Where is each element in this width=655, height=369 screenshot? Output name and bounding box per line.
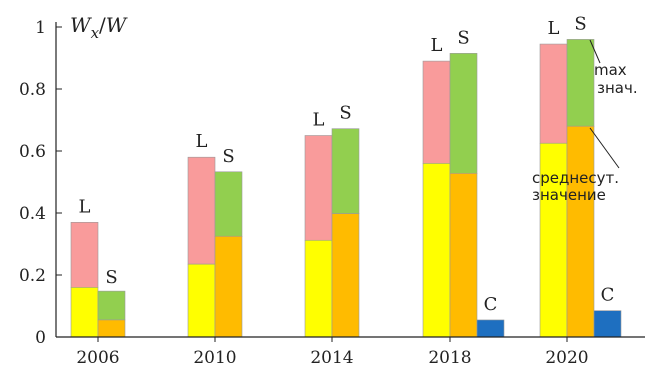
bar-2014-s-avg-segment	[331, 213, 360, 338]
bar-2006-s-max-segment	[97, 290, 126, 321]
bar-2018-l-avg-segment	[422, 163, 451, 338]
x-tick-label-2018: 2018	[428, 348, 471, 368]
bar-2010-s-avg-segment	[214, 235, 243, 338]
bar-2020-l-avg-segment	[539, 142, 568, 338]
y-tick-label-3: 0.6	[19, 142, 46, 162]
bar-label-2006-l: L	[79, 196, 91, 217]
bar-label-2018-s: S	[457, 27, 469, 48]
bar-2010-s-max-segment	[214, 171, 243, 237]
bar-label-2010-l: L	[196, 131, 208, 152]
x-tick-label-2014: 2014	[310, 348, 353, 368]
y-tick-label-1: 0.2	[19, 266, 46, 286]
bar-label-2018-l: L	[431, 35, 443, 56]
bar-2020-s-avg-segment	[566, 125, 595, 338]
bar-2014-s-max-segment	[331, 128, 360, 214]
bar-2006-l-max-segment	[70, 222, 99, 288]
bar-label-2020-c: C	[601, 285, 615, 306]
bar-label-2020-l: L	[548, 18, 560, 39]
annotation-max-line2: знач.	[597, 79, 638, 97]
bar-label-2018-c: C	[484, 294, 498, 315]
axes-layer: 0 0.2 0.4 0.6 0.8 1 2006 2010 2014 2018 2020	[19, 18, 645, 368]
bar-2018-c	[476, 319, 505, 338]
bar-2006-s-avg-segment	[97, 319, 126, 338]
annotation-layer: max знач. среднесут. значение	[532, 39, 638, 204]
x-tick-label-2010: 2010	[193, 348, 236, 368]
bar-label-2014-l: L	[313, 110, 325, 131]
bar-2006-l-avg-segment	[70, 287, 99, 338]
y-tick-label-2: 0.4	[19, 204, 46, 224]
bar-2014-l-avg-segment	[304, 239, 333, 338]
bar-2020-c	[593, 310, 622, 338]
bar-2020-s-max-segment	[566, 39, 595, 127]
x-tick-label-2006: 2006	[76, 348, 119, 368]
bar-label-2006-s: S	[105, 267, 117, 288]
x-tick-label-2020: 2020	[545, 348, 588, 368]
bar-2020-l-max-segment	[539, 43, 568, 144]
bar-2014-l-max-segment	[304, 135, 333, 241]
bar-2018-s-max-segment	[449, 53, 478, 174]
y-axis-label: Wx/W	[70, 13, 128, 42]
bars-layer	[70, 39, 622, 338]
bar-label-2014-s: S	[339, 103, 351, 124]
bar-label-2010-s: S	[222, 146, 234, 167]
y-tick-label-5: 1	[35, 18, 46, 38]
annotation-avg-line1: среднесут.	[532, 169, 619, 187]
y-tick-label-0: 0	[35, 328, 46, 348]
bar-2010-l-avg-segment	[187, 263, 216, 338]
max-leader-line	[589, 39, 601, 64]
bar-label-2020-s: S	[574, 13, 586, 34]
avg-leader-line	[589, 127, 620, 169]
annotation-max-line1: max	[594, 61, 627, 79]
annotation-avg-line2: значение	[532, 186, 606, 204]
bar-2018-s-avg-segment	[449, 173, 478, 338]
bar-2010-l-max-segment	[187, 156, 216, 265]
bar-2018-l-max-segment	[422, 60, 451, 164]
y-tick-label-4: 0.8	[19, 80, 46, 100]
